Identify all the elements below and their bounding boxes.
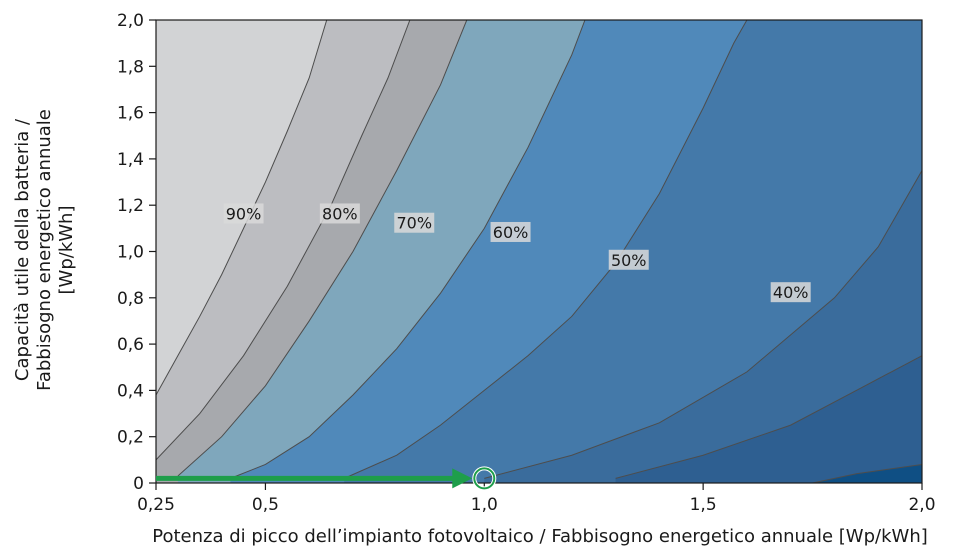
marker-circle xyxy=(473,467,496,490)
contour-label-text: 40% xyxy=(773,283,809,302)
contour-label-text: 60% xyxy=(493,223,529,242)
contour-label-bg xyxy=(223,203,264,224)
y-axis-title-line-3: [Wp/kWh] xyxy=(56,206,77,295)
x-tick-label: 1,5 xyxy=(690,495,717,515)
contour-label: 50% xyxy=(608,249,649,270)
y-tick-label: 0,6 xyxy=(117,335,144,355)
contour-region-90pct xyxy=(156,20,327,483)
contour-line xyxy=(484,170,922,479)
x-tick-label: 1,0 xyxy=(471,495,498,515)
contour-label: 80% xyxy=(319,203,360,224)
contour-line xyxy=(156,20,328,396)
contour-label-text: 80% xyxy=(322,204,358,223)
contour-label-bg xyxy=(490,221,531,242)
x-tick-label: 0,25 xyxy=(137,495,175,515)
plot-area xyxy=(156,20,922,483)
contour-line xyxy=(344,20,748,479)
y-axis-title-line-2: Fabbisogno energetico annuale xyxy=(34,109,55,391)
contour-label-bg xyxy=(394,212,435,233)
contour-label: 40% xyxy=(770,282,811,303)
x-axis-title: Potenza di picco dell’impianto fotovolta… xyxy=(152,526,928,547)
contour-line xyxy=(156,20,411,461)
x-tick-label: 2,0 xyxy=(908,495,935,515)
y-tick-label: 1,4 xyxy=(117,150,144,170)
y-tick-label: 0,4 xyxy=(117,381,144,401)
contour-label-bg xyxy=(608,249,649,270)
contour-line xyxy=(177,20,468,477)
y-axis-title: Capacità utile della batteria / Fabbisog… xyxy=(12,109,77,391)
y-tick-label: 1,8 xyxy=(117,57,144,77)
x-tick-label: 0,5 xyxy=(252,495,279,515)
contour-line xyxy=(812,463,922,483)
y-tick-label: 0 xyxy=(133,474,144,494)
contour-label-text: 50% xyxy=(611,251,647,270)
y-tick-label: 2,0 xyxy=(117,11,144,31)
contour-label: 60% xyxy=(490,221,531,242)
contour-line xyxy=(230,20,586,479)
y-axis-title-line-1: Capacità utile della batteria / xyxy=(12,118,33,381)
y-tick-label: 1,0 xyxy=(117,243,144,263)
contour-line xyxy=(615,355,922,479)
arrow-head xyxy=(452,468,473,489)
contour-label: 90% xyxy=(223,203,264,224)
y-tick-label: 1,6 xyxy=(117,104,144,124)
contour-label-text: 90% xyxy=(226,204,262,223)
contour-label-text: 70% xyxy=(396,214,432,233)
contour-label-bg xyxy=(319,203,360,224)
y-tick-label: 0,8 xyxy=(117,289,144,309)
contour-label: 70% xyxy=(394,212,435,233)
arrow-annotation xyxy=(156,466,497,491)
y-tick-label: 0,2 xyxy=(117,428,144,448)
contour-label-bg xyxy=(770,282,811,303)
y-tick-label: 1,2 xyxy=(117,196,144,216)
